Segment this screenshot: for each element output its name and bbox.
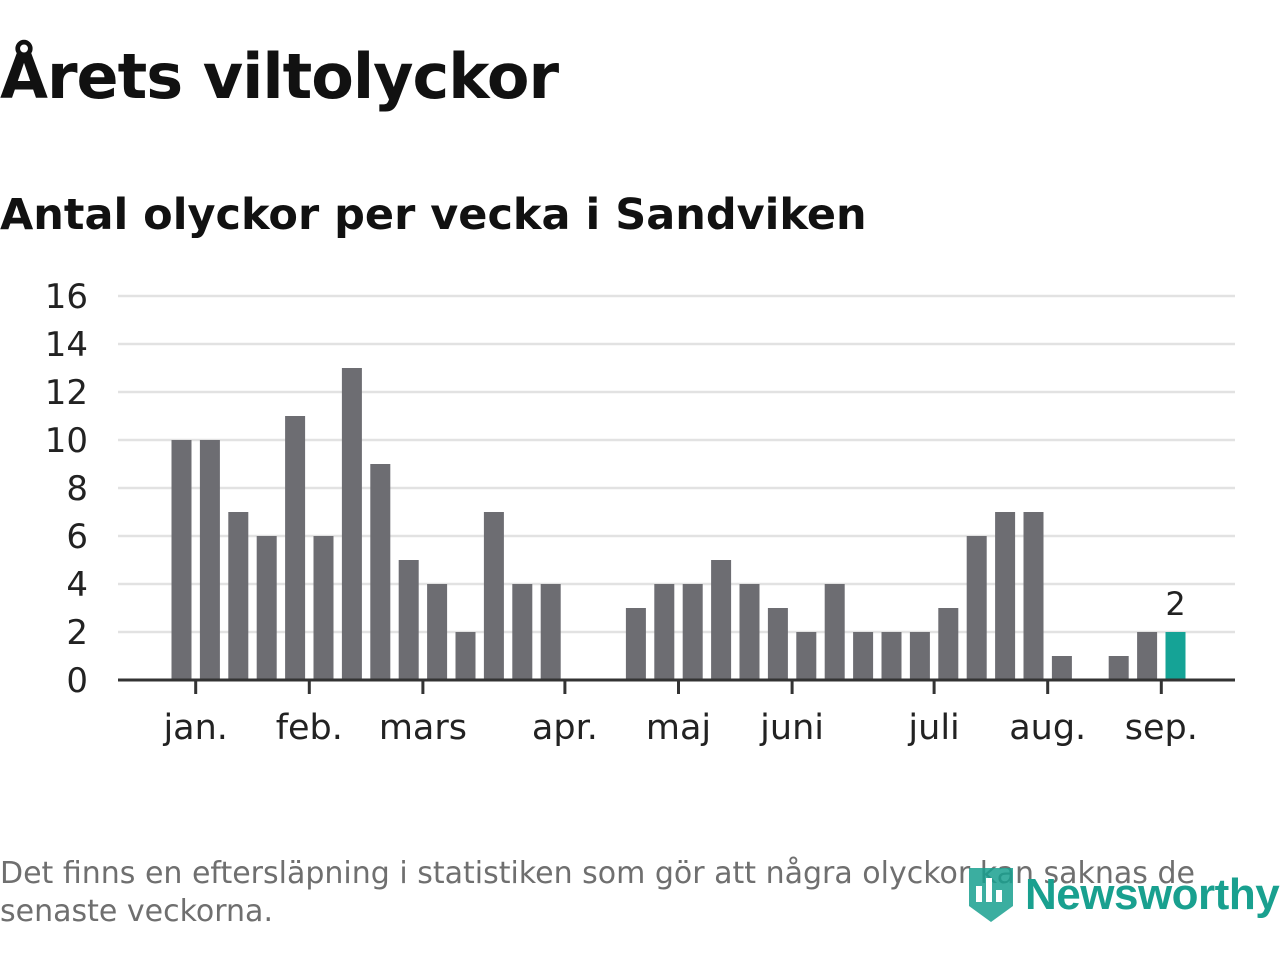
- bar: [909, 632, 930, 680]
- x-tick-label: jan.: [162, 708, 227, 748]
- bar: [228, 512, 249, 680]
- bar: [796, 632, 817, 680]
- bar: [995, 512, 1016, 680]
- x-tick-label: maj: [646, 708, 711, 748]
- newsworthy-brand[interactable]: Newsworthy: [965, 864, 1280, 926]
- bar: [853, 632, 874, 680]
- chart-subtitle: Antal olyckor per vecka i Sandviken: [0, 190, 867, 240]
- x-tick-label: feb.: [276, 708, 343, 748]
- bar: [427, 584, 448, 680]
- y-tick-label: 8: [66, 469, 88, 509]
- bar: [881, 632, 902, 680]
- bar: [682, 584, 703, 680]
- bar: [171, 440, 192, 680]
- bar: [313, 536, 334, 680]
- bar: [1108, 656, 1129, 680]
- bar: [455, 632, 476, 680]
- bar: [1023, 512, 1044, 680]
- x-tick-label: sep.: [1125, 708, 1198, 748]
- bar: [540, 584, 561, 680]
- y-tick-label: 4: [66, 565, 88, 605]
- y-tick-label: 12: [45, 373, 88, 413]
- bar-chart: 0 2 4 6 8 10 12 14 16 jan. feb. mars apr. maj juni juli…: [45, 277, 1235, 748]
- x-tick-label: apr.: [532, 708, 598, 748]
- x-tick-label: juli: [907, 708, 959, 748]
- bar: [654, 584, 675, 680]
- bar: [398, 560, 419, 680]
- bar: [767, 608, 788, 680]
- y-tick-label: 6: [66, 517, 88, 557]
- bar: [256, 536, 277, 680]
- bar: [966, 536, 987, 680]
- chart-title: Årets viltolyckor: [0, 40, 559, 113]
- bar: [1137, 632, 1158, 680]
- newsworthy-logo-icon: [969, 868, 1013, 922]
- bar: [625, 608, 646, 680]
- x-tick-label: mars: [379, 708, 467, 748]
- bar: [711, 560, 732, 680]
- y-tick-label: 14: [45, 325, 88, 365]
- bar: [824, 584, 845, 680]
- y-tick-label: 0: [66, 661, 88, 701]
- brand-name: Newsworthy: [1025, 870, 1280, 919]
- bar: [370, 464, 391, 680]
- bar: [739, 584, 760, 680]
- bar: [512, 584, 533, 680]
- bar: [199, 440, 220, 680]
- bar: [483, 512, 504, 680]
- bar: [285, 416, 306, 680]
- y-tick-label: 2: [66, 613, 88, 653]
- bar: [341, 368, 362, 680]
- bar: [1051, 656, 1072, 680]
- y-tick-label: 10: [45, 421, 88, 461]
- y-tick-label: 16: [45, 277, 88, 317]
- data-label: 2: [1165, 585, 1185, 623]
- bar: [938, 608, 959, 680]
- x-tick-label: juni: [759, 708, 824, 748]
- x-tick-label: aug.: [1009, 708, 1086, 748]
- bar-highlight: [1165, 632, 1186, 680]
